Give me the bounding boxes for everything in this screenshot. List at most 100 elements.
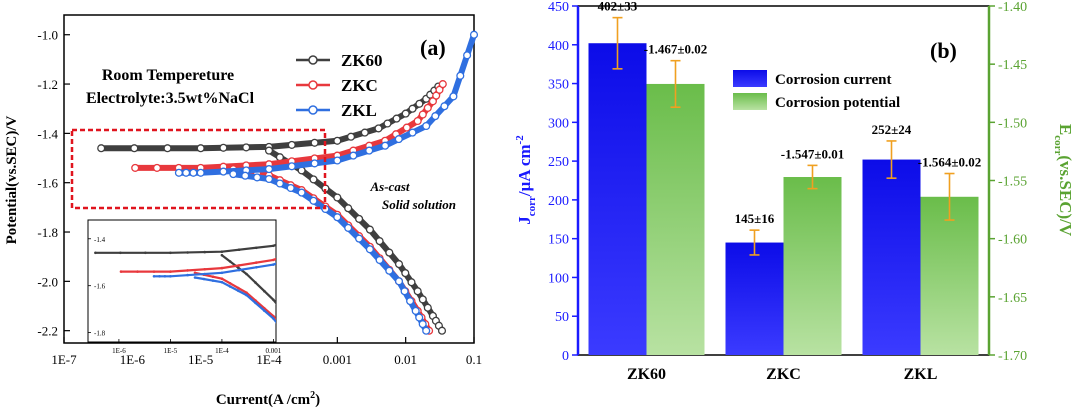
data-point — [333, 136, 342, 145]
left-y-tick-label: 200 — [548, 194, 569, 209]
data-point — [400, 287, 409, 296]
bar-corrosion-potential — [646, 83, 705, 356]
inset-point — [94, 251, 97, 255]
inset-point — [263, 309, 266, 313]
inset-point — [169, 251, 172, 255]
data-point — [310, 138, 319, 147]
inset-branch — [221, 254, 276, 305]
highlight-box — [70, 128, 327, 210]
inset-point — [245, 272, 248, 276]
inset-point — [254, 281, 257, 284]
inset-point — [237, 286, 240, 290]
inset-point — [311, 351, 314, 354]
inset-point — [193, 276, 197, 279]
data-point — [275, 179, 284, 188]
inset-point — [272, 298, 275, 302]
data-point — [411, 306, 420, 315]
inset-point — [254, 301, 257, 305]
data-point — [365, 225, 374, 234]
inset-point — [220, 250, 224, 253]
inset-point — [328, 379, 331, 382]
data-point — [385, 248, 394, 257]
inset-point — [311, 367, 314, 370]
data-point — [394, 260, 404, 269]
inset-point — [245, 293, 248, 297]
series-zkl — [174, 30, 479, 335]
data-point — [401, 109, 410, 118]
inset-y-tick-label: -1.4 — [94, 236, 106, 244]
data-point — [422, 121, 431, 131]
inset-point — [311, 368, 314, 371]
inset-point — [272, 263, 275, 266]
left-y-tick-label: 400 — [548, 39, 569, 54]
category-label: ZK60 — [627, 366, 666, 383]
x-tick-label: 1E-4 — [256, 352, 282, 367]
data-point — [407, 278, 416, 287]
inset-point — [119, 270, 123, 273]
inset-point — [186, 273, 189, 277]
left-y-tick-label: 350 — [548, 78, 569, 93]
data-label-current: 252±24 — [872, 122, 912, 137]
data-point — [402, 123, 411, 132]
legend-item-zkc: ZKC — [296, 76, 378, 95]
data-point — [423, 303, 432, 312]
data-point — [163, 144, 172, 153]
annotation-solid-solution: Solid solution — [382, 197, 456, 212]
inset-branch — [194, 276, 276, 324]
inset-point — [323, 388, 326, 391]
data-point — [365, 146, 374, 155]
x-tick-label: 1E-7 — [51, 352, 77, 367]
category-label: ZKL — [904, 366, 938, 383]
inset-point — [152, 270, 156, 273]
inset-point — [186, 251, 189, 254]
data-point — [264, 174, 274, 184]
inset-point — [297, 348, 300, 351]
panel-a-xlabel: Current(A /cm2) — [216, 390, 320, 408]
inset-point — [272, 258, 275, 262]
panel-b-ticks: 0 50 100 150 200 250 300 350 400 450 -1.70 -1.65 -1.… — [548, 0, 1027, 364]
inset-point — [237, 289, 240, 293]
data-label-current: 145±16 — [735, 211, 775, 226]
bar-group-zkl: 252±24 -1.564±0.02 ZKL — [862, 122, 981, 383]
data-point — [219, 143, 228, 152]
inset-x-tick-label: 1E-4 — [215, 347, 229, 355]
inset-frame — [87, 219, 277, 343]
anodic-branch — [98, 83, 442, 152]
panel-b-legend: Corrosion current Corrosion potential — [733, 70, 900, 111]
data-point — [344, 204, 353, 213]
bar-corrosion-potential — [783, 177, 842, 355]
data-point — [394, 135, 403, 144]
inset-point — [169, 270, 172, 273]
data-point — [413, 287, 422, 296]
right-y-tick-label: -1.50 — [998, 116, 1027, 131]
data-point — [131, 163, 140, 172]
data-point — [97, 144, 106, 153]
inset-x-tick-label: 1E-5 — [164, 347, 178, 355]
data-label-potential: -1.467±0.02 — [644, 42, 707, 57]
data-point — [413, 116, 422, 126]
data-point — [196, 144, 205, 153]
inset-point — [337, 395, 340, 398]
legend-label-zkl: ZKL — [341, 101, 377, 120]
anodic-branch — [175, 31, 477, 176]
data-point — [219, 167, 228, 176]
y-tick-label: -1.0 — [37, 28, 58, 43]
data-point — [242, 143, 251, 152]
inset-point — [186, 269, 189, 272]
data-point — [174, 168, 183, 177]
right-y-tick-label: -1.55 — [998, 175, 1027, 190]
data-point — [374, 124, 383, 133]
annotation-electrolyte: Electrolyte:3.5wt%NaCl — [86, 90, 255, 107]
x-tick-label: 0.01 — [394, 352, 417, 367]
inset-y-tick-label: -1.6 — [94, 283, 106, 291]
legend-label-zkc: ZKC — [341, 76, 378, 95]
data-point — [385, 266, 394, 275]
inset-point — [331, 406, 334, 409]
data-point — [432, 91, 441, 100]
data-point — [438, 80, 447, 89]
panel-a-curves — [97, 30, 479, 335]
inset-branch — [95, 243, 276, 254]
inset-point — [144, 251, 147, 255]
data-point — [415, 313, 424, 322]
inset-point — [237, 264, 241, 267]
